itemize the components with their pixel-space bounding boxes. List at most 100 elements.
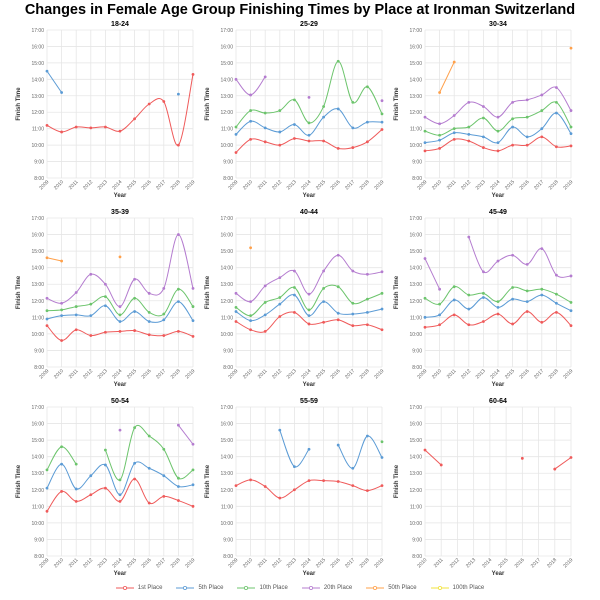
series-10th-place [423,285,573,306]
series-5th-place [45,69,180,96]
data-point [249,328,253,332]
legend-item[interactable]: 10th Place [237,585,288,591]
legend-item[interactable]: 100th Place [430,585,484,591]
legend-swatch-icon [176,585,195,591]
data-point [496,312,500,316]
series-line [178,424,194,445]
legend-label: 10th Place [259,585,288,591]
y-tick-label: 14:00 [31,77,44,83]
data-point [540,109,544,112]
series-50th-place [438,46,573,94]
data-point [162,312,166,316]
x-tick-label: 2015 [126,179,138,191]
x-tick-label: 2018 [359,557,371,569]
data-point [467,235,471,239]
data-point [336,318,340,322]
y-tick-label: 17:00 [409,28,422,34]
data-point [322,479,325,483]
data-point [133,310,137,313]
legend-label: 20th Place [323,585,353,591]
data-point [423,296,427,300]
panel-30-34: 30-34 8:00 9:00 10:00 11:00 12:00 13:00 14:00 15… [394,21,575,199]
x-tick-label: 2017 [155,368,167,380]
data-point [104,304,107,308]
x-tick-label: 2010 [53,179,65,191]
y-tick-label: 16:00 [31,233,44,239]
x-tick-label: 2015 [315,368,327,380]
data-point [366,434,369,438]
panel-title: 25-29 [300,21,318,28]
data-point [496,300,500,304]
legend-item[interactable]: 5th Place [176,585,223,591]
data-point [177,423,180,427]
legend-item[interactable]: 20th Place [301,585,353,591]
series-line [554,457,572,470]
x-tick-label: 2017 [533,179,545,191]
data-point [162,100,166,103]
y-tick-label: 10:00 [220,521,233,527]
series-1st-place [45,73,195,147]
data-point [118,330,122,333]
data-point [351,100,355,104]
x-tick-label: 2019 [184,368,196,380]
data-point [147,501,151,505]
data-point [380,270,384,274]
data-point [74,125,78,129]
series-1st-place [45,324,195,342]
data-point [263,301,267,304]
y-tick-label: 10:00 [31,143,44,149]
data-point [162,474,166,478]
data-point [322,139,325,143]
data-point [45,317,49,321]
data-point [555,111,558,115]
data-point [147,291,151,295]
data-point [118,478,122,482]
data-point [351,484,355,488]
y-axis-label: Finish Time [205,275,211,309]
data-point [482,270,485,274]
data-point [322,320,325,324]
series-10th-place [234,59,384,129]
y-tick-label: 10:00 [409,332,422,338]
data-point [423,141,427,145]
y-tick-label: 8:00 [412,365,422,371]
data-point [496,141,500,145]
data-point [380,328,384,332]
data-point [351,466,355,470]
x-tick-label: 2019 [562,557,574,569]
x-tick-label: 2012 [271,557,283,569]
y-tick-label: 17:00 [31,405,44,411]
x-tick-label: 2013 [97,179,109,191]
series-20th-place [234,75,384,103]
y-tick-label: 8:00 [34,554,44,560]
y-tick-label: 14:00 [409,455,422,461]
data-point [74,328,78,332]
data-point [555,273,558,277]
legend-item[interactable]: 1st Place [115,585,162,591]
data-point [438,147,441,150]
y-tick-label: 13:00 [220,94,233,100]
y-tick-label: 14:00 [409,266,422,272]
series-line [439,61,455,93]
data-point [177,300,180,304]
x-tick-label: 2017 [344,368,356,380]
series-5th-place [45,300,195,323]
series-line [46,257,62,262]
x-axis-label: Year [114,193,127,199]
legend-swatch-icon [430,585,449,591]
data-point [177,143,180,147]
data-point [278,276,282,279]
y-tick-label: 15:00 [220,249,233,255]
x-tick-label: 2017 [155,557,167,569]
x-tick-label: 2017 [533,368,545,380]
data-point [511,286,514,289]
data-point [540,293,544,297]
data-point [89,302,93,306]
x-tick-label: 2018 [170,557,182,569]
series-line [337,435,383,469]
y-tick-label: 15:00 [409,438,422,444]
x-tick-label: 2013 [465,557,477,569]
legend-item[interactable]: 50th Place [366,585,417,591]
